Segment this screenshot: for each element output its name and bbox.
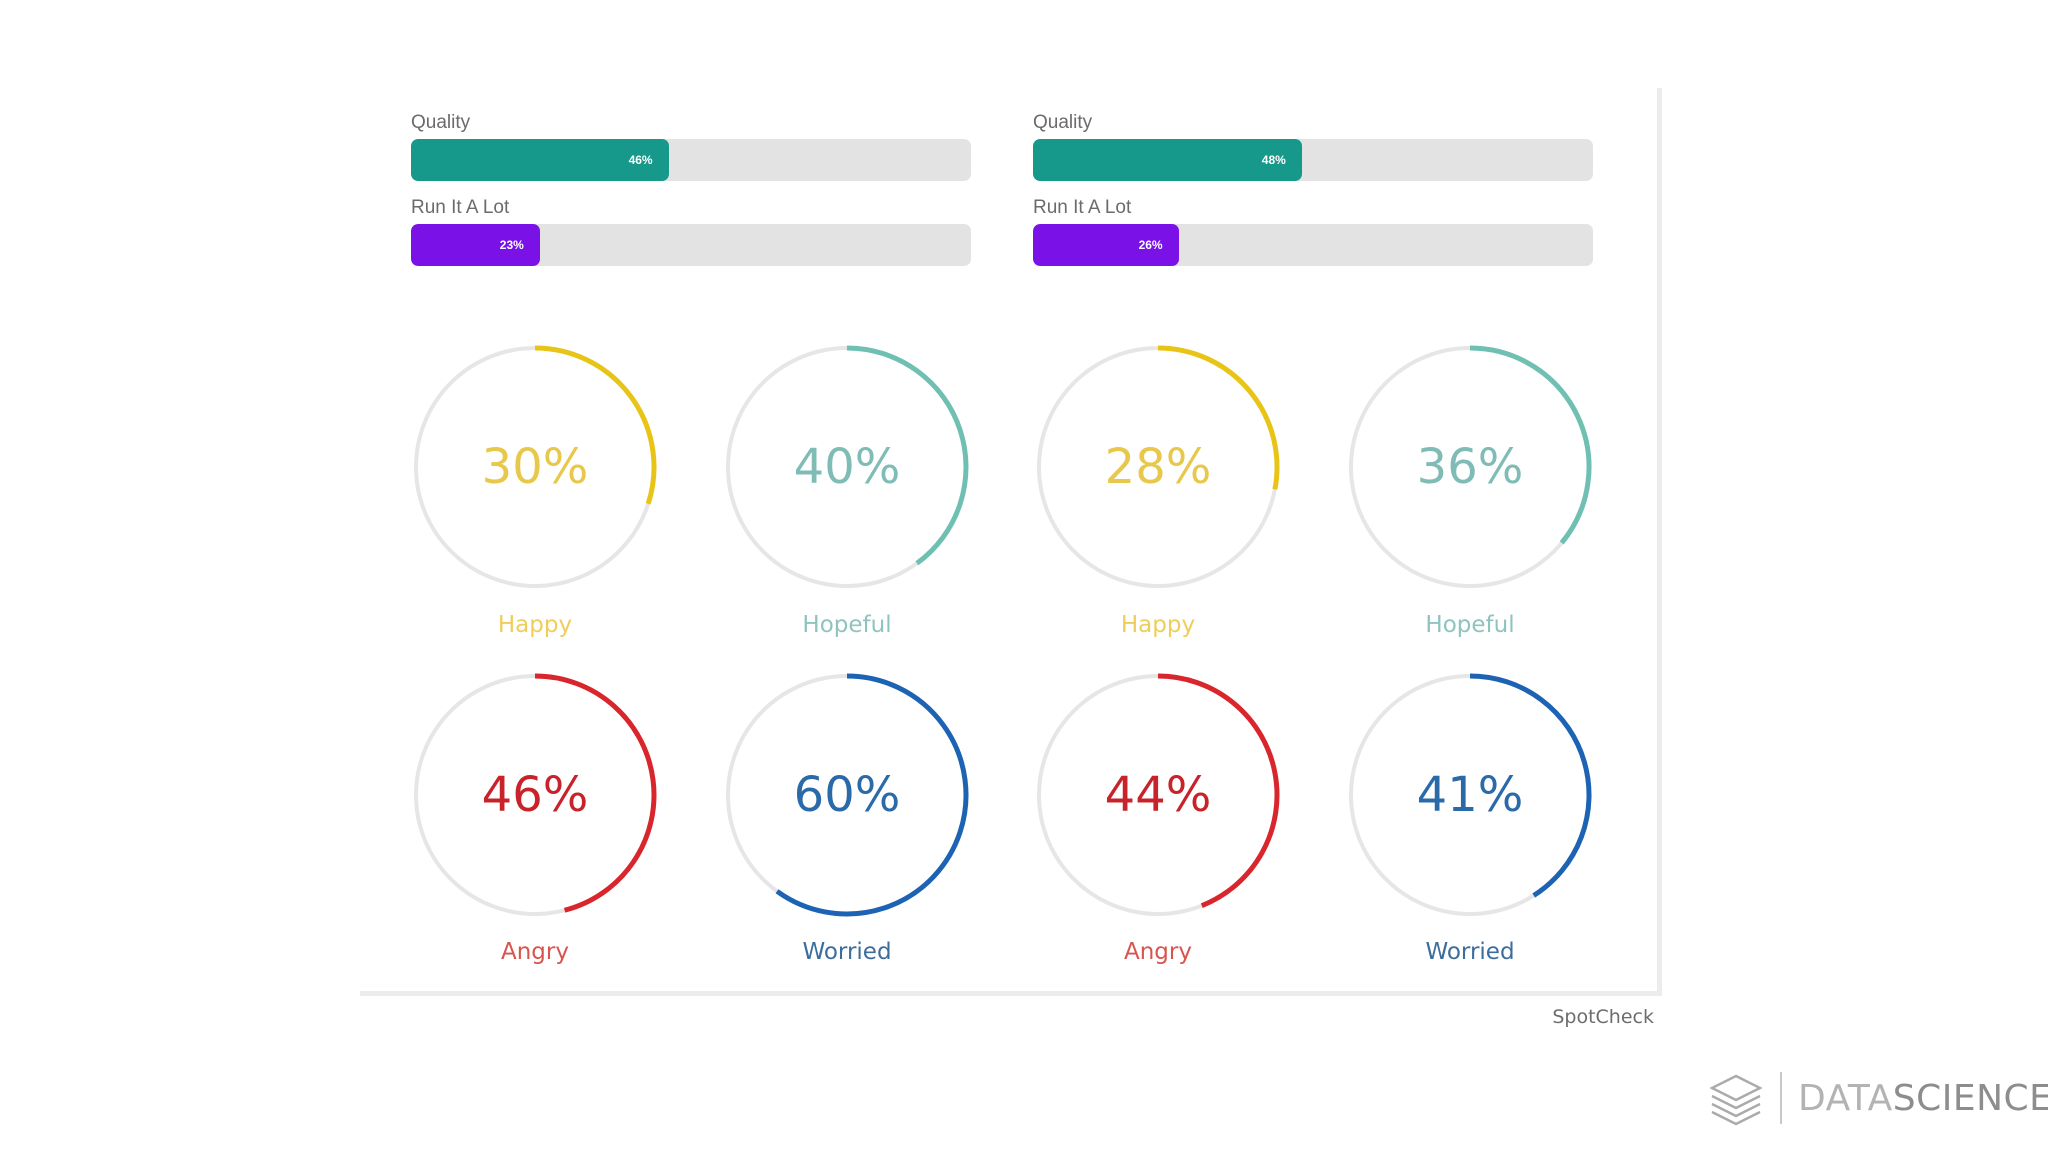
angry-label: Angry — [501, 939, 569, 965]
layered-diamond-icon — [1709, 1074, 1763, 1126]
run-it-a-lot-bar-title: Run It A Lot — [411, 197, 510, 218]
happy-label: Happy — [497, 612, 573, 638]
run-it-a-lot-progress-value: 23% — [499, 238, 524, 252]
brand-logo: DATASCIENCE — [1708, 1068, 2048, 1132]
quality-progress-bar: 46% — [411, 139, 971, 181]
angry-ring — [414, 673, 657, 916]
happy-label: Happy — [1120, 612, 1196, 638]
hopeful-label: Hopeful — [802, 612, 892, 638]
brand-wordmark-science: SCIENCE — [1892, 1078, 2048, 1119]
quality-progress-fill: 48% — [1033, 139, 1302, 181]
angry-value: 44% — [1104, 767, 1212, 823]
run-it-a-lot-progress-bar: 26% — [1033, 224, 1593, 266]
worried-gauge: 60% — [717, 665, 977, 925]
happy-ring — [414, 345, 657, 588]
brand-wordmark: DATASCIENCE — [1798, 1078, 2048, 1119]
happy-value: 30% — [481, 439, 589, 495]
run-it-a-lot-progress-fill: 26% — [1033, 224, 1179, 266]
worried-ring-arc — [775, 673, 969, 917]
angry-gauge: 46% — [405, 665, 665, 925]
worried-value: 41% — [1416, 767, 1524, 823]
quality-bar-title: Quality — [1033, 112, 1093, 133]
worried-ring-arc — [1469, 673, 1592, 898]
worried-label: Worried — [802, 939, 892, 965]
run-it-a-lot-progress-fill: 23% — [411, 224, 540, 266]
hopeful-value: 40% — [793, 439, 901, 495]
hopeful-ring — [1349, 345, 1592, 588]
hopeful-ring — [726, 345, 969, 588]
happy-value: 28% — [1104, 439, 1212, 495]
hopeful-ring-arc — [846, 345, 969, 566]
angry-ring-arc — [534, 673, 657, 913]
happy-gauge: 28% — [1028, 337, 1288, 597]
hopeful-value: 36% — [1416, 439, 1524, 495]
worried-label: Worried — [1425, 939, 1515, 965]
hopeful-gauge: 40% — [717, 337, 977, 597]
quality-progress-value: 46% — [628, 153, 653, 167]
happy-gauge: 30% — [405, 337, 665, 597]
worried-ring — [1349, 673, 1592, 916]
hopeful-ring-arc — [1469, 345, 1592, 545]
brand-divider — [1780, 1072, 1782, 1124]
source-credit: SpotCheck — [1552, 1006, 1654, 1028]
hopeful-gauge: 36% — [1340, 337, 1600, 597]
happy-ring-arc — [534, 345, 657, 505]
brand-wordmark-data: DATA — [1798, 1078, 1893, 1119]
quality-progress-value: 48% — [1261, 153, 1286, 167]
run-it-a-lot-progress-value: 26% — [1138, 238, 1163, 252]
run-it-a-lot-progress-bar: 23% — [411, 224, 971, 266]
hopeful-label: Hopeful — [1425, 612, 1515, 638]
quality-progress-fill: 46% — [411, 139, 669, 181]
angry-gauge: 44% — [1028, 665, 1288, 925]
happy-ring-arc — [1157, 345, 1280, 490]
quality-bar-title: Quality — [411, 112, 471, 133]
quality-progress-bar: 48% — [1033, 139, 1593, 181]
angry-label: Angry — [1124, 939, 1192, 965]
angry-ring-arc — [1157, 673, 1280, 908]
angry-ring — [1037, 673, 1280, 916]
angry-value: 46% — [481, 767, 589, 823]
worried-ring — [726, 673, 969, 917]
run-it-a-lot-bar-title: Run It A Lot — [1033, 197, 1132, 218]
worried-gauge: 41% — [1340, 665, 1600, 925]
worried-value: 60% — [793, 767, 901, 823]
happy-ring — [1037, 345, 1280, 588]
